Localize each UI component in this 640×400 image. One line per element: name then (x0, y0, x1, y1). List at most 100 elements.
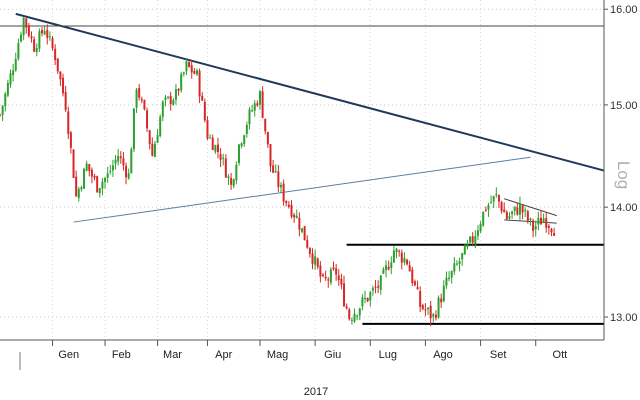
candle-up (9, 73, 12, 85)
candle-up (214, 145, 217, 152)
candle-down (316, 258, 319, 267)
candle-down (500, 202, 503, 212)
candle-up (159, 116, 162, 136)
candle-up (379, 275, 382, 290)
candle-down (545, 218, 548, 228)
candle-down (41, 30, 44, 34)
candle-down (169, 95, 172, 105)
candle-down (256, 103, 259, 106)
candle-up (537, 217, 540, 225)
candle-up (253, 103, 256, 111)
candle-down (125, 165, 128, 178)
candle-up (43, 30, 46, 35)
candle-down (327, 279, 330, 281)
candle-down (516, 207, 519, 215)
candle-down (366, 297, 369, 302)
candle-down (148, 130, 151, 144)
candle-down (198, 70, 201, 97)
candle-down (539, 217, 542, 225)
y-tick-label: 13.00 (610, 312, 638, 324)
candle-up (135, 89, 138, 108)
candle-up (529, 218, 532, 221)
candle-up (235, 164, 238, 181)
candle-down (188, 61, 191, 67)
y-tick-label: 15.00 (610, 100, 638, 112)
candle-down (387, 266, 390, 270)
candle-up (48, 36, 51, 38)
candle-up (329, 269, 332, 283)
candle-up (403, 258, 406, 263)
candle-down (216, 144, 219, 153)
candle-down (224, 158, 227, 178)
candle-down (434, 314, 437, 318)
candle-up (466, 243, 469, 248)
candle-up (508, 216, 511, 219)
candle-up (274, 171, 277, 173)
candle-up (98, 188, 101, 194)
candle-down (96, 176, 99, 193)
candle-down (335, 268, 338, 275)
candle-down (203, 101, 206, 121)
candle-up (461, 253, 464, 260)
candle-up (314, 256, 317, 265)
x-tick-label: Mag (267, 349, 288, 361)
y-tick-label: 16.00 (610, 4, 638, 16)
candle-up (432, 314, 435, 317)
x-tick-label: Set (490, 349, 507, 361)
candle-up (450, 271, 453, 278)
candle-up (482, 211, 485, 226)
candle-up (182, 72, 185, 74)
candle-down (93, 175, 96, 178)
candle-up (77, 188, 80, 198)
candle-up (301, 228, 303, 232)
candle-down (287, 204, 290, 207)
candle-down (190, 65, 193, 73)
candle-up (83, 168, 86, 189)
candle-up (17, 43, 20, 59)
candle-down (27, 26, 30, 37)
candle-down (264, 118, 267, 132)
candle-down (146, 110, 149, 129)
y-tick-label: 14.00 (610, 202, 638, 214)
candle-up (20, 34, 23, 42)
candle-up (106, 173, 109, 178)
candle-up (392, 250, 395, 263)
candle-up (174, 89, 177, 100)
candle-up (395, 248, 398, 253)
candle-down (201, 95, 204, 101)
candle-up (222, 157, 225, 159)
candle-up (172, 100, 175, 105)
support-trendline (73, 156, 531, 223)
candle-up (385, 265, 388, 271)
candle-up (114, 159, 117, 164)
candle-up (369, 292, 372, 301)
x-tick-label: Ago (433, 349, 453, 361)
plot-area (0, 0, 604, 370)
candle-down (138, 87, 141, 98)
candle-down (440, 298, 443, 303)
candle-down (88, 163, 91, 171)
candle-up (209, 137, 212, 139)
candle-down (193, 70, 196, 74)
x-tick-label: Feb (112, 349, 131, 361)
candle-up (245, 124, 248, 134)
candle-down (51, 38, 54, 49)
candle-down (416, 287, 419, 290)
candle-down (90, 169, 93, 177)
candle-down (230, 177, 233, 185)
candle-down (521, 205, 524, 213)
candle-up (455, 263, 458, 265)
candle-up (132, 108, 135, 150)
candle-down (119, 156, 122, 159)
year-label: 2017 (304, 386, 328, 398)
candle-down (343, 283, 346, 307)
candle-down (497, 195, 500, 202)
candle-down (269, 144, 272, 167)
candle-up (542, 218, 545, 223)
candle-up (469, 236, 472, 243)
candle-down (406, 259, 409, 265)
candle-down (319, 265, 322, 277)
candle-up (361, 297, 364, 307)
candle-down (303, 226, 306, 241)
candle-up (161, 101, 164, 117)
